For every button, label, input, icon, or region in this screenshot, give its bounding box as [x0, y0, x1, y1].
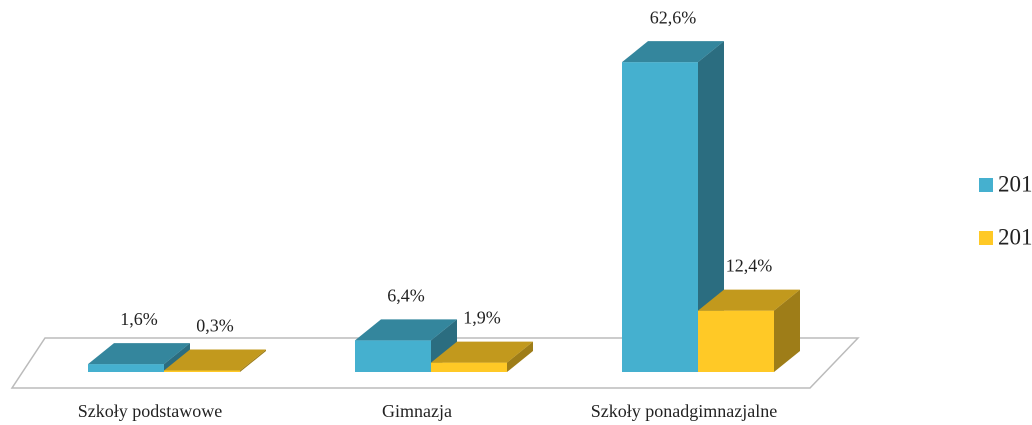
bar-top — [622, 41, 724, 63]
value-label: 1,9% — [463, 308, 501, 328]
legend-swatch — [979, 231, 993, 245]
value-label: 1,6% — [120, 309, 158, 329]
legend-label: 2014 — [998, 224, 1032, 249]
bar-top — [431, 341, 533, 363]
bar-top — [164, 349, 266, 371]
bar-top — [88, 343, 190, 365]
bar-side — [164, 343, 190, 372]
x-tick-label: Szkoły ponadgimnazjalne — [591, 401, 777, 421]
bar — [355, 340, 431, 372]
value-label: 6,4% — [387, 285, 425, 305]
legend-label: 2013 — [998, 171, 1032, 196]
bar — [88, 364, 164, 372]
bar-side — [774, 289, 800, 372]
bar-top — [355, 319, 457, 341]
x-tick-label: Szkoły podstawowe — [78, 401, 222, 421]
x-tick-label: Gimnazja — [382, 401, 452, 421]
bar-side — [698, 41, 724, 372]
bar-top — [698, 289, 800, 311]
value-label: 12,4% — [726, 256, 773, 276]
bar-side — [507, 341, 533, 372]
legend-swatch — [979, 178, 993, 192]
bar-side — [240, 349, 266, 372]
value-label: 0,3% — [196, 316, 234, 336]
bar — [164, 370, 240, 372]
bar — [622, 62, 698, 372]
value-label: 62,6% — [650, 7, 697, 27]
bar — [698, 310, 774, 372]
bar — [431, 362, 507, 372]
